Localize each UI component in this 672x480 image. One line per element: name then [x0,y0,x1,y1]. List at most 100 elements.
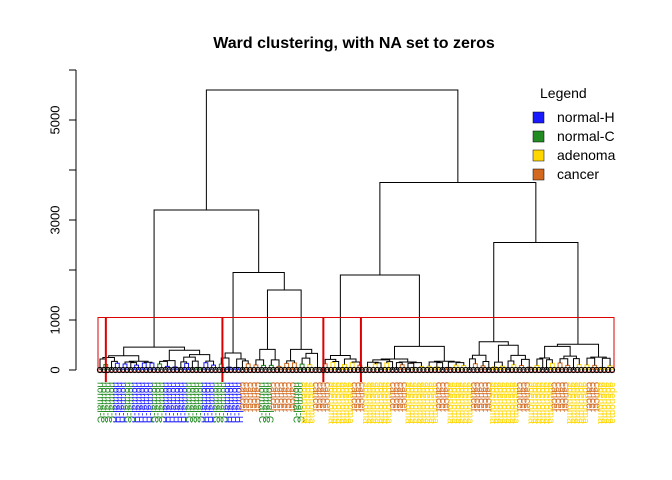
leaf-marker [300,366,308,374]
leaf-marker [489,366,496,374]
leaf-marker [593,366,600,374]
branch [573,358,580,370]
leaf-marker [96,366,104,374]
leaf-marker [385,366,392,374]
leaf-marker [374,366,381,374]
leaf-marker [435,366,442,374]
leaf-label: adenoma [506,382,517,424]
leaf-marker [558,366,566,374]
leaf-label: cancer [433,382,444,413]
branch [259,348,276,360]
branch [159,360,168,367]
leaf-marker [239,366,246,374]
legend-label: normal-H [557,109,615,125]
branch [374,362,382,370]
leaf-marker [223,366,231,374]
leaf-label: cancer [387,382,398,413]
leaf-label: adenoma [329,382,340,424]
leaf-marker [235,366,242,374]
leaf-marker [250,366,258,374]
leaf-marker [562,366,569,374]
branch [232,272,285,354]
leaf-label: normal-C [121,382,132,423]
leaf-marker [466,366,473,374]
leaf-marker [220,366,227,374]
leaf-marker [431,366,439,374]
leaf-label: normal-C [210,382,221,423]
leaf-label: normal-C [156,382,167,423]
leaf-marker [485,366,492,374]
leaf-marker [408,366,415,374]
branch [143,361,153,363]
leaf-marker [454,366,462,374]
leaf-marker [427,366,435,374]
leaf-marker [177,366,184,374]
leaf-branch [276,365,282,370]
leaf-label: adenoma [410,382,421,424]
leaf-label: adenoma [452,382,463,424]
leaf-label: adenoma [541,382,552,424]
branch [539,357,550,360]
leaf-marker [497,366,504,374]
branch [478,341,509,356]
branch [286,360,295,364]
leaf-label: adenoma [603,382,614,424]
y-tick-label: 1000 [47,306,62,335]
branch [407,362,415,370]
branch [510,354,526,362]
leaf-label: adenoma [298,382,309,424]
leaf-marker [493,366,500,374]
legend-title: Legend [540,85,587,101]
leaf-label: cancer [252,382,263,413]
leaf-label: adenoma [372,382,383,424]
branch [586,357,596,366]
leaf-label: normal-H [179,382,190,423]
leaf-label: adenoma [345,382,356,424]
leaf-marker [131,366,138,374]
leaf-label: adenoma [379,382,390,424]
leaf-marker [574,366,581,374]
leaf-marker [504,366,512,374]
branch [189,354,211,362]
leaf-label: normal-H [129,382,140,423]
leaf-label: adenoma [414,382,425,424]
branch [241,360,249,370]
leaf-marker [193,366,200,374]
leaf-label: cancer [321,382,332,413]
leaf-branch [499,365,505,370]
leaf-label: cancer [356,382,367,413]
branch [339,274,420,356]
leaf-marker [531,366,539,374]
leaf-label: normal-C [102,382,113,423]
leaf-marker [185,366,192,374]
leaf-marker [324,366,331,374]
leaf-marker [158,366,165,374]
leaf-label: adenoma [568,382,579,424]
leaf-label: adenoma [502,382,513,424]
leaf-marker [127,366,134,374]
leaf-marker [462,366,469,374]
leaf-label: cancer [472,382,483,413]
leaf-marker [308,366,315,374]
leaf-label: cancer [398,382,409,413]
leaf-marker [262,366,269,374]
leaf-label: cancer [483,382,494,413]
leaf-branch [226,366,232,370]
legend-swatch [532,149,545,162]
dendrogram-leaves [96,366,616,374]
leaf-marker [362,366,369,374]
y-tick-label: 5000 [47,106,62,135]
leaf-label: adenoma [456,382,467,424]
leaf-label: adenoma [526,382,537,424]
leaf-marker [320,366,327,374]
leaf-label: adenoma [368,382,379,424]
leaf-label: adenoma [325,382,336,424]
branch [395,362,403,370]
branch [329,354,351,360]
leaf-marker [270,366,277,374]
leaf-label: adenoma [364,382,375,424]
leaf-marker [100,366,107,374]
leaf-label: adenoma [537,382,548,424]
leaf-label: cancer [271,382,282,413]
leaf-label: normal-C [94,382,105,423]
